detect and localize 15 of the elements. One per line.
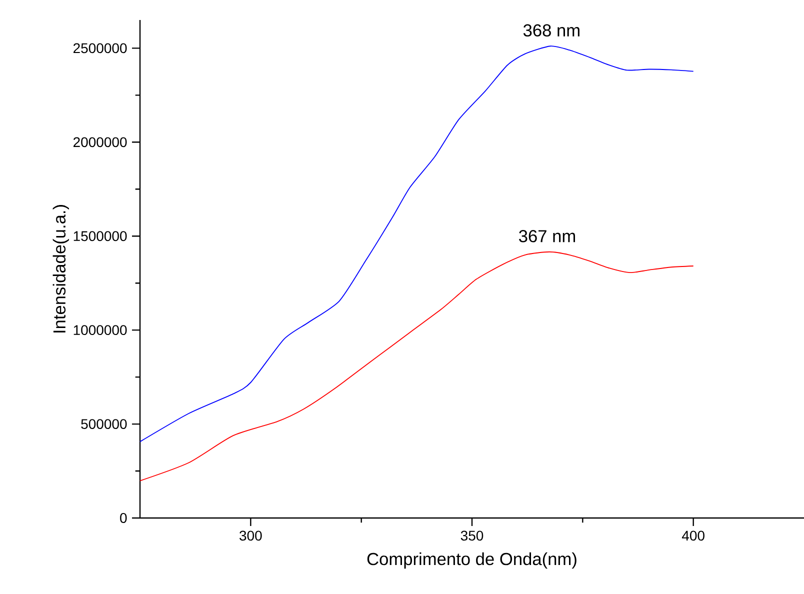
x-axis-title: Comprimento de Onda(nm) (367, 552, 576, 569)
y-tick-label: 500000 (81, 419, 127, 429)
line-series (140, 251, 694, 482)
x-tick-label: 350 (460, 530, 484, 541)
x-tick-label: 400 (682, 530, 704, 541)
line-series (140, 46, 694, 442)
annotation: 367 nm (519, 230, 575, 242)
y-tick-label: 1000000 (74, 325, 127, 336)
annotation: 368 nm (523, 24, 580, 37)
y-tick-label: 2000000 (74, 137, 127, 148)
y-tick-label: 2500000 (74, 43, 127, 54)
y-tick-label: 1500000 (74, 231, 127, 242)
y-axis-title: Intensidade(u.a.) (52, 205, 69, 332)
y-tick-label: 0 (120, 513, 127, 523)
x-tick-label: 300 (240, 530, 262, 541)
